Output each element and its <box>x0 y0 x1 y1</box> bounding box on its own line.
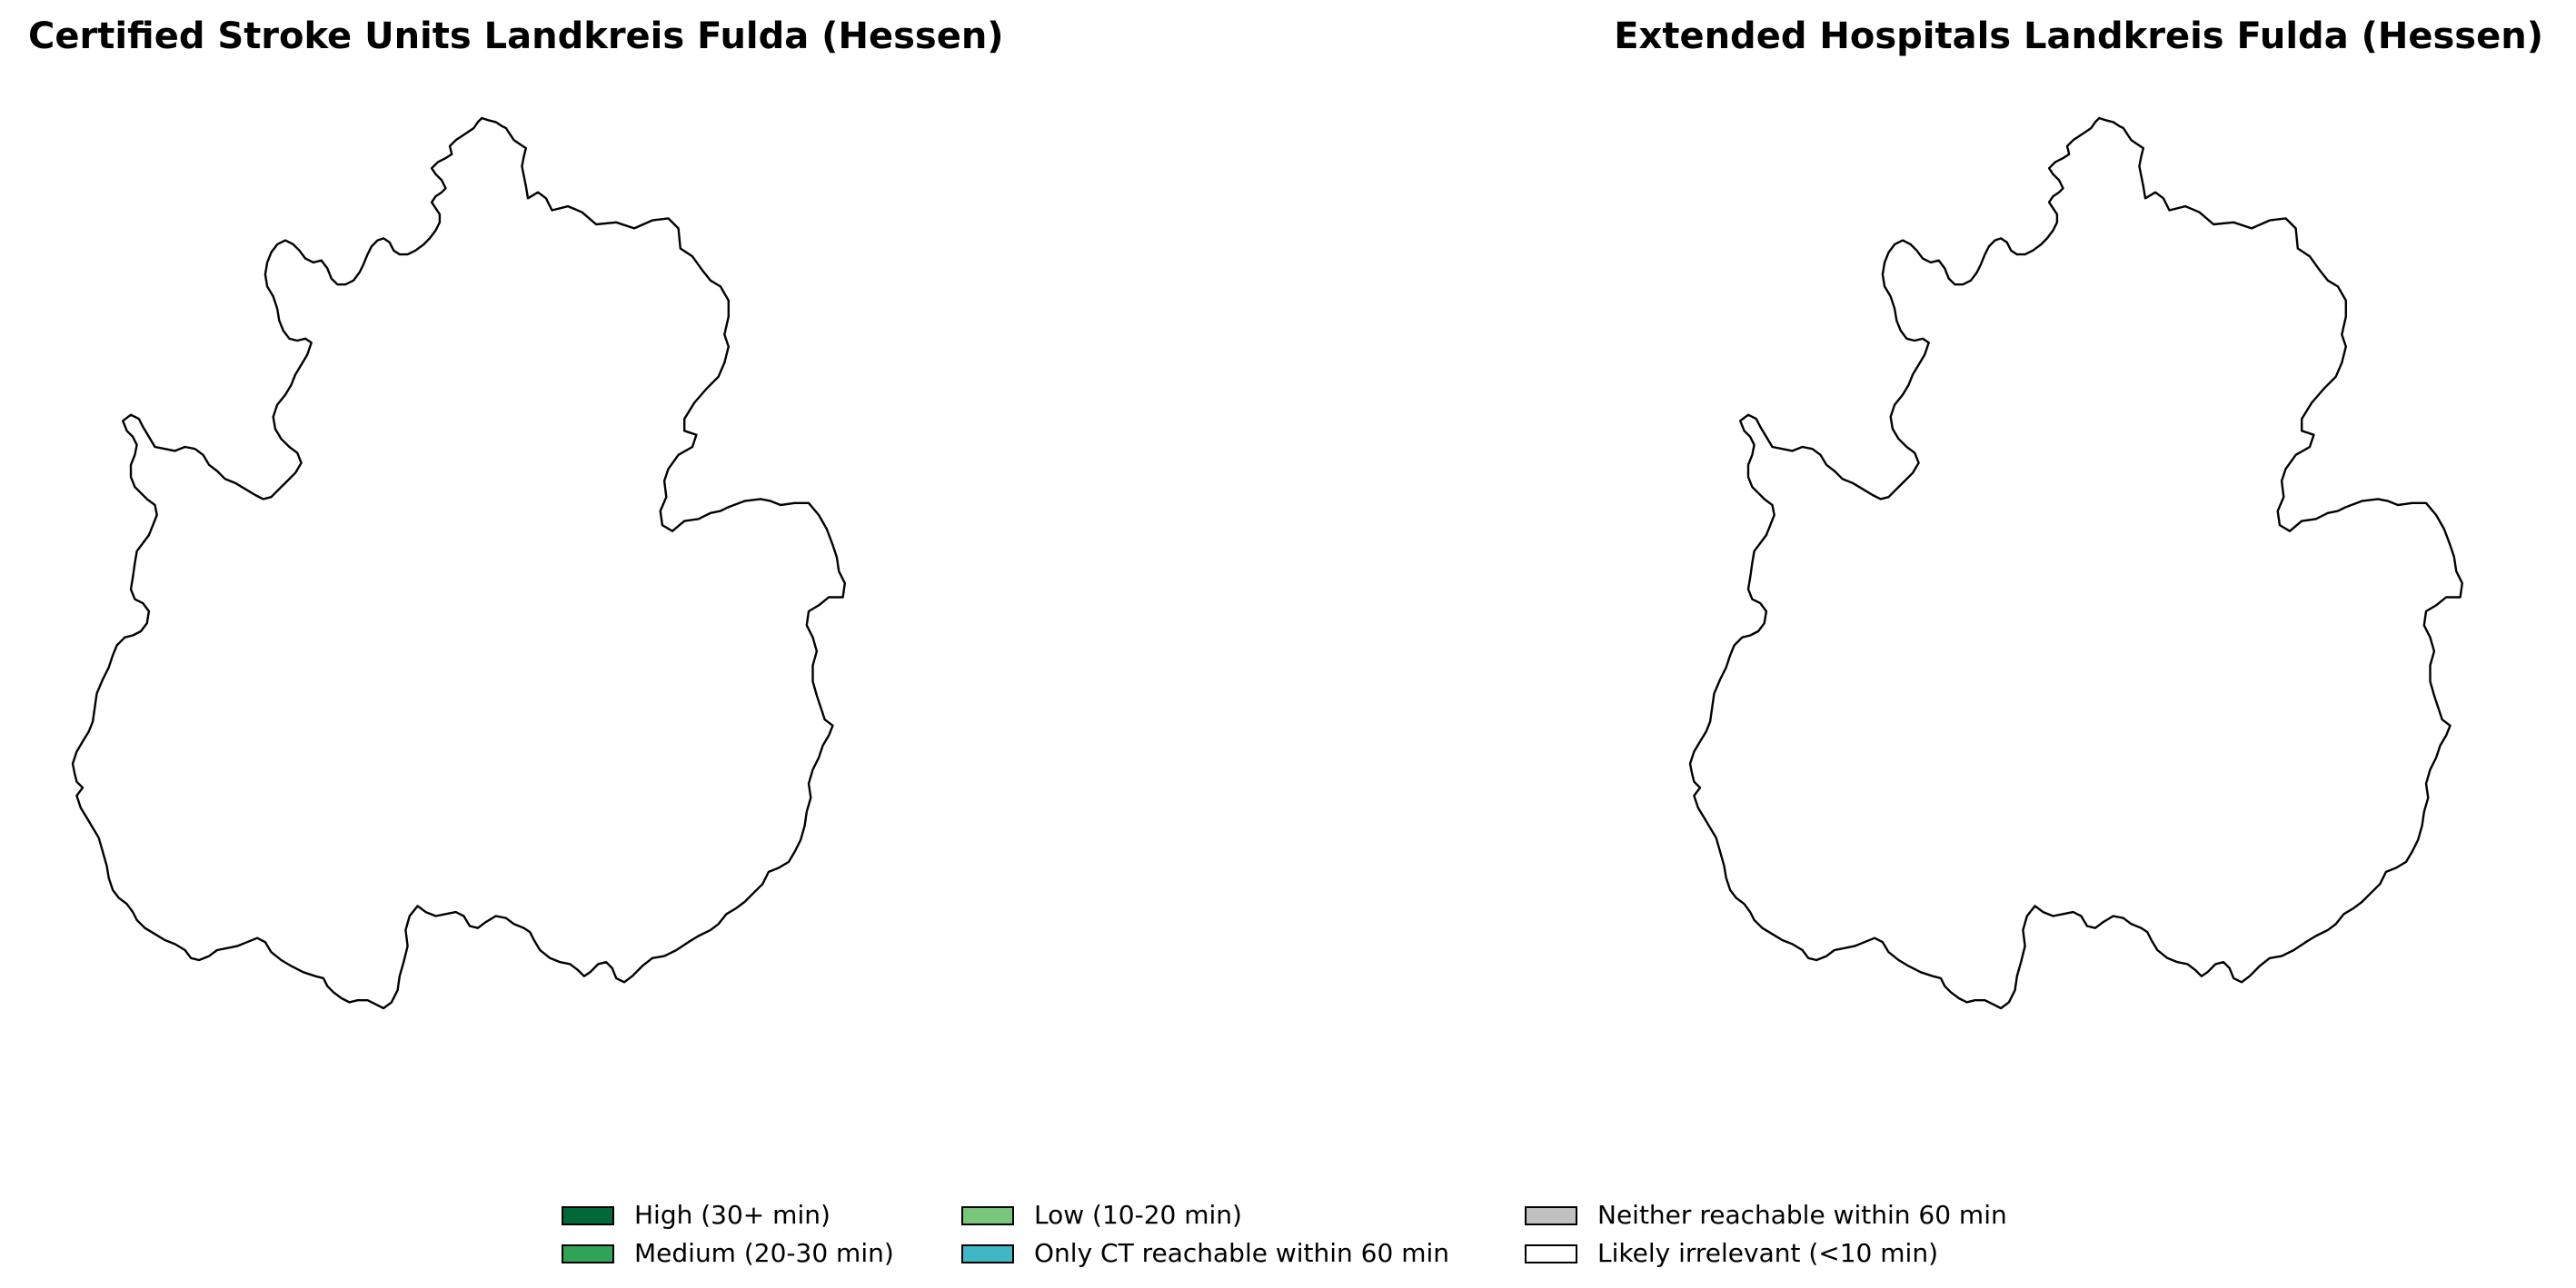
legend-label: Low (10-20 min) <box>1034 1200 1242 1230</box>
right-map-panel <box>1688 116 2463 1010</box>
left-map-title: Certified Stroke Units Landkreis Fulda (… <box>28 15 1004 57</box>
legend-label: Medium (20-30 min) <box>634 1238 894 1268</box>
district-outline-fulda <box>71 116 846 1010</box>
legend-label: Neither reachable within 60 min <box>1597 1200 2007 1230</box>
legend-swatch <box>562 1243 614 1263</box>
legend-item-high: High (30+ min) <box>562 1197 830 1234</box>
legend-label: High (30+ min) <box>634 1200 830 1230</box>
legend-label: Only CT reachable within 60 min <box>1034 1238 1450 1268</box>
legend-swatch <box>1525 1205 1577 1225</box>
district-outline-fulda <box>1688 116 2463 1010</box>
legend-swatch <box>961 1205 1014 1225</box>
legend-item-neither: Neither reachable within 60 min <box>1525 1197 2007 1234</box>
right-map-title: Extended Hospitals Landkreis Fulda (Hess… <box>1614 15 2543 57</box>
legend-label: Likely irrelevant (<10 min) <box>1597 1238 1938 1268</box>
legend-item-medium: Medium (20-30 min) <box>562 1235 894 1272</box>
legend-item-only-ct: Only CT reachable within 60 min <box>961 1235 1449 1272</box>
legend-swatch <box>1525 1243 1577 1263</box>
left-map-panel <box>71 116 846 1010</box>
legend-swatch <box>562 1205 614 1225</box>
legend-swatch <box>961 1243 1014 1263</box>
legend: High (30+ min) Medium (20-30 min) Low (1… <box>562 1197 2106 1279</box>
legend-item-irrelevant: Likely irrelevant (<10 min) <box>1525 1235 1938 1272</box>
legend-item-low: Low (10-20 min) <box>961 1197 1242 1234</box>
